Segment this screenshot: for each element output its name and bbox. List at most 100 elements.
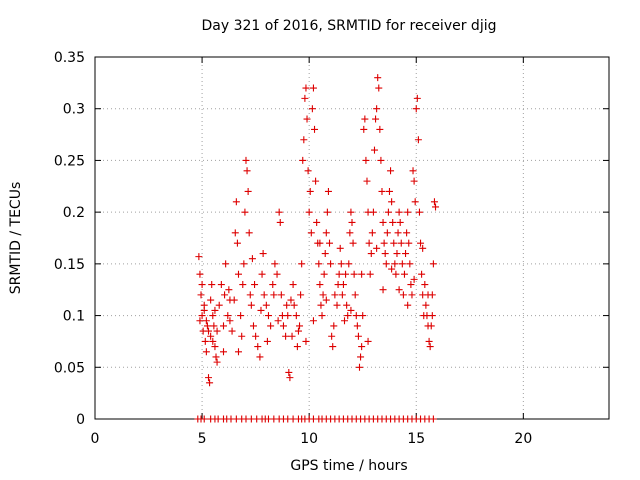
data-point	[326, 239, 334, 247]
data-point	[425, 337, 433, 345]
data-point	[211, 306, 219, 314]
data-point	[336, 244, 344, 252]
data-point	[379, 218, 387, 226]
data-point	[428, 312, 436, 320]
data-point	[198, 312, 206, 320]
data-point	[418, 270, 426, 278]
data-point	[341, 317, 349, 325]
data-point	[422, 301, 430, 309]
data-point	[243, 167, 251, 175]
data-point	[421, 281, 429, 289]
data-point	[195, 253, 203, 261]
data-point	[196, 317, 204, 325]
data-point	[410, 177, 418, 185]
grid	[95, 57, 609, 419]
data-point	[273, 270, 281, 278]
data-point	[391, 260, 399, 268]
data-point	[378, 187, 386, 195]
x-tick-label: 10	[300, 431, 318, 447]
data-point	[238, 332, 246, 340]
plot-frame	[94, 56, 610, 420]
data-point	[205, 374, 213, 382]
data-point	[385, 187, 393, 195]
data-point	[251, 281, 259, 289]
data-point	[264, 312, 272, 320]
data-point	[222, 260, 230, 268]
data-point	[304, 167, 312, 175]
data-point	[411, 198, 419, 206]
data-point	[429, 415, 437, 423]
data-point	[377, 156, 385, 164]
data-point	[392, 270, 400, 278]
data-point	[293, 343, 301, 351]
data-point	[202, 317, 210, 325]
data-point	[212, 353, 220, 361]
data-point	[234, 270, 242, 278]
data-point	[197, 291, 205, 299]
data-point	[242, 156, 250, 164]
data-point	[410, 275, 418, 283]
y-tick-label: 0.25	[54, 153, 85, 169]
data-point	[252, 332, 260, 340]
data-point	[348, 218, 356, 226]
data-point	[207, 332, 215, 340]
data-point	[384, 208, 392, 216]
data-point	[317, 301, 325, 309]
data-point	[367, 250, 375, 258]
data-point	[256, 353, 264, 361]
data-point	[364, 337, 372, 345]
data-point	[196, 270, 204, 278]
data-point	[357, 353, 365, 361]
data-point	[220, 348, 227, 356]
data-point	[369, 208, 377, 216]
data-point	[365, 239, 373, 247]
data-point	[350, 270, 358, 278]
data-point	[395, 208, 403, 216]
data-point	[368, 229, 376, 237]
data-point	[226, 317, 234, 325]
data-point	[358, 270, 366, 278]
data-point	[307, 229, 315, 237]
data-point	[389, 218, 397, 226]
data-point	[394, 229, 402, 237]
data-point	[426, 343, 434, 351]
y-tick-label: 0.3	[63, 102, 85, 118]
data-point	[262, 301, 270, 309]
data-point	[270, 291, 278, 299]
data-point	[294, 327, 302, 335]
data-point	[322, 229, 330, 237]
data-point	[414, 136, 422, 144]
data-point	[241, 208, 249, 216]
data-point	[248, 255, 256, 263]
data-point	[290, 301, 298, 309]
data-point	[376, 125, 384, 133]
data-point	[362, 156, 370, 164]
data-point	[398, 260, 406, 268]
data-point	[373, 105, 381, 113]
data-point	[347, 208, 355, 216]
data-point	[320, 270, 328, 278]
data-point	[417, 239, 425, 247]
data-point	[201, 337, 209, 345]
data-point	[297, 291, 305, 299]
data-point	[200, 415, 208, 423]
data-point	[381, 250, 389, 258]
data-point	[393, 250, 401, 258]
data-point	[207, 296, 215, 304]
data-point	[383, 229, 391, 237]
data-point	[312, 177, 320, 185]
data-point	[427, 322, 435, 330]
data-point	[315, 260, 323, 268]
data-point	[301, 94, 309, 102]
data-point	[298, 260, 306, 268]
data-point	[244, 187, 252, 195]
data-point	[296, 322, 304, 330]
data-point	[245, 229, 253, 237]
data-point	[397, 239, 405, 247]
data-point	[351, 291, 359, 299]
data-point	[240, 260, 248, 268]
x-axis-label: GPS time / hours	[290, 458, 407, 474]
data-point	[342, 270, 350, 278]
data-point	[343, 301, 351, 309]
